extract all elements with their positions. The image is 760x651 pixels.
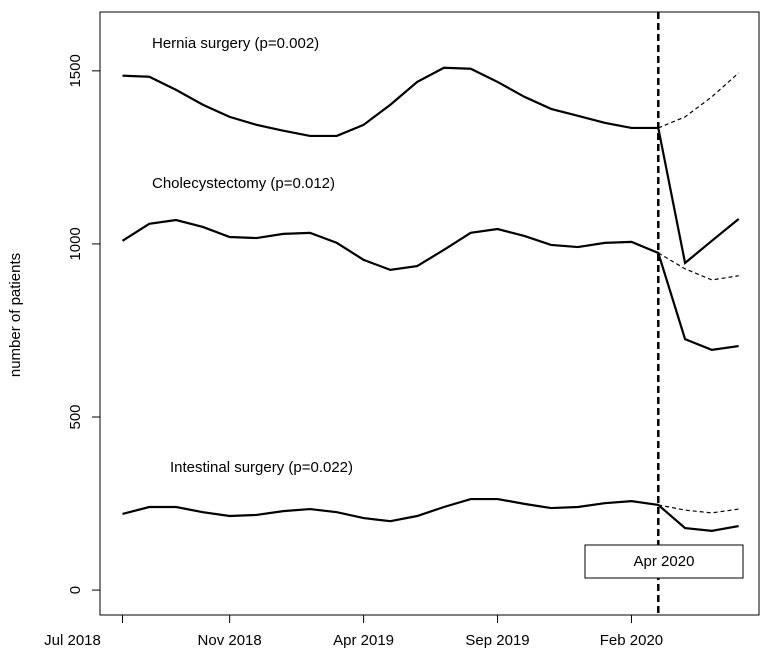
series-label: Hernia surgery (p=0.002) [152,35,319,52]
y-tick-label: 0 [67,586,84,594]
x-tick-label: Apr 2019 [333,632,394,649]
y-tick-label: 500 [67,404,84,429]
series-line [122,66,740,265]
series-line [121,218,739,351]
series-label: Intestinal surgery (p=0.022) [170,459,353,476]
y-tick-label: 1500 [67,54,84,87]
series-label: Cholecystectomy (p=0.012) [152,175,335,192]
x-tick-label: Jul 2018 [44,632,101,649]
expected-line [658,72,740,129]
y-tick-label: 1000 [67,227,84,260]
x-tick-label: Nov 2018 [198,632,262,649]
series-line [122,497,739,532]
expected-line [657,252,739,281]
expected-line [658,504,739,514]
plot-frame [99,11,760,616]
marker-label: Apr 2020 [634,553,695,570]
x-tick-label: Sep 2019 [465,632,529,649]
y-axis-label: number of patients [7,253,24,377]
marker-label-box [584,544,744,579]
x-tick-label: Feb 2020 [600,632,663,649]
